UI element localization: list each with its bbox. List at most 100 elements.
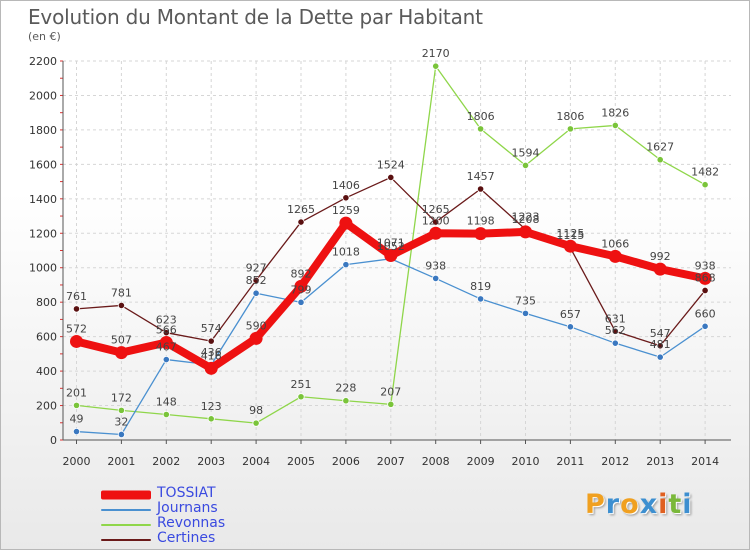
data-point-journans [297, 298, 305, 306]
data-point-journans [701, 322, 709, 330]
legend-swatch [101, 538, 151, 541]
data-label-revonnas: 123 [201, 400, 222, 413]
data-label-tossiat: 1259 [332, 204, 360, 217]
data-point-revonnas [656, 156, 664, 164]
data-point-revonnas [297, 393, 305, 401]
chart-title: Evolution du Montant de la Dette par Hab… [28, 5, 483, 29]
data-label-tossiat: 572 [66, 322, 87, 335]
x-tick-label: 2008 [422, 455, 450, 468]
x-tick-label: 2005 [287, 455, 315, 468]
y-tick-label: 800 [36, 296, 57, 309]
data-label-journans: 938 [425, 259, 446, 272]
data-label-journans: 562 [605, 324, 626, 337]
logo-letter: x [639, 489, 659, 520]
y-tick-label: 200 [36, 400, 57, 413]
data-label-revonnas: 201 [66, 386, 87, 399]
data-point-certines [207, 337, 215, 345]
legend-item-certines: Certines [101, 530, 301, 547]
legend-item-tossiat: TOSSIAT [101, 485, 301, 502]
data-label-journans: 660 [695, 307, 716, 320]
x-tick-label: 2011 [556, 455, 584, 468]
data-label-revonnas: 1806 [467, 110, 495, 123]
data-label-certines: 1265 [422, 203, 450, 216]
y-tick-label: 0 [50, 434, 57, 447]
chart-subtitle: (en €) [28, 30, 61, 43]
data-label-certines: 1223 [512, 210, 540, 223]
data-point-certines [611, 327, 619, 335]
logo-letter: t [668, 489, 683, 520]
x-tick-label: 2002 [152, 455, 180, 468]
data-point-revonnas [701, 181, 709, 189]
data-label-revonnas: 1482 [691, 166, 719, 179]
data-label-revonnas: 1594 [512, 146, 540, 159]
data-label-revonnas: 1627 [646, 141, 674, 154]
data-label-revonnas: 251 [291, 378, 312, 391]
data-point-revonnas [521, 161, 530, 169]
data-point-tossiat [294, 279, 308, 293]
data-point-tossiat [653, 262, 667, 276]
data-point-certines [297, 218, 305, 226]
legend-swatch [101, 523, 151, 526]
data-label-tossiat: 1198 [467, 215, 495, 228]
data-point-certines [476, 185, 485, 193]
legend-item-revonnas: Revonnas [101, 515, 301, 532]
data-label-tossiat: 938 [695, 259, 716, 272]
data-point-revonnas [72, 401, 81, 409]
data-point-certines [656, 342, 664, 350]
data-point-certines [252, 276, 260, 284]
data-point-journans [432, 274, 440, 283]
data-label-revonnas: 98 [249, 404, 263, 417]
data-point-journans [656, 353, 664, 361]
data-point-journans [72, 427, 81, 436]
data-point-tossiat [519, 225, 532, 239]
data-label-certines: 1115 [556, 229, 584, 242]
data-label-revonnas: 228 [335, 382, 356, 395]
y-tick-label: 1600 [29, 158, 57, 171]
data-label-certines: 868 [695, 271, 716, 284]
data-point-journans [252, 289, 260, 297]
data-label-journans: 735 [515, 294, 536, 307]
x-tick-label: 2013 [646, 455, 674, 468]
x-tick-label: 2001 [107, 455, 135, 468]
legend-label: TOSSIAT [157, 485, 216, 501]
y-tick-label: 600 [36, 331, 57, 344]
data-label-journans: 467 [156, 341, 177, 354]
data-point-journans [566, 323, 575, 331]
data-point-revonnas [117, 406, 126, 414]
data-label-certines: 761 [66, 290, 87, 303]
data-label-tossiat: 590 [246, 319, 267, 332]
data-label-tossiat: 1066 [601, 237, 629, 250]
data-label-certines: 623 [156, 314, 177, 327]
data-point-certines [432, 218, 440, 226]
logo-letter: P [585, 489, 606, 520]
x-tick-label: 2006 [332, 455, 360, 468]
data-label-journans: 481 [650, 338, 671, 351]
data-label-revonnas: 207 [380, 385, 401, 398]
data-point-revonnas [476, 125, 485, 133]
data-label-tossiat: 416 [201, 349, 222, 362]
data-point-journans [117, 430, 126, 439]
data-label-journans: 32 [114, 415, 128, 428]
data-point-journans [162, 355, 170, 364]
data-label-journans: 49 [70, 413, 84, 426]
data-point-certines [162, 329, 170, 337]
data-label-tossiat: 566 [156, 323, 177, 336]
legend-swatch [101, 508, 151, 511]
data-point-journans [476, 295, 485, 303]
legend-label: Journans [157, 500, 218, 516]
data-point-tossiat [249, 331, 263, 345]
y-tick-label: 1400 [29, 193, 57, 206]
logo-letter: r [605, 489, 621, 520]
data-point-revonnas [566, 125, 575, 133]
data-label-certines: 1524 [377, 158, 405, 171]
data-point-tossiat [70, 334, 83, 348]
data-label-journans: 799 [291, 283, 312, 296]
data-point-revonnas [611, 121, 619, 130]
data-label-certines: 574 [201, 322, 222, 335]
x-tick-label: 2010 [512, 455, 540, 468]
data-label-journans: 436 [201, 346, 222, 359]
data-point-journans [611, 339, 619, 347]
legend-label: Certines [157, 530, 216, 546]
